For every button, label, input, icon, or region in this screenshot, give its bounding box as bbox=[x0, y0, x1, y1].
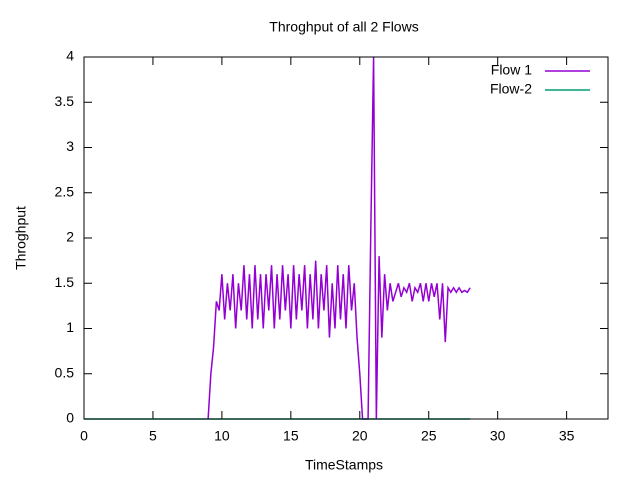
y-tick-label: 3.5 bbox=[55, 93, 75, 109]
y-axis-label: Throghput bbox=[13, 206, 29, 270]
x-axis-label: TimeStamps bbox=[305, 457, 383, 473]
x-tick-label: 15 bbox=[283, 428, 299, 444]
plot-frame bbox=[83, 56, 609, 420]
legend-label: Flow-2 bbox=[490, 81, 532, 97]
x-tick-label: 25 bbox=[421, 428, 437, 444]
y-tick-label: 2.5 bbox=[55, 183, 75, 199]
y-tick-label: 0.5 bbox=[55, 364, 75, 380]
x-tick-label: 10 bbox=[214, 428, 230, 444]
x-tick-label: 20 bbox=[352, 428, 368, 444]
data-line bbox=[207, 56, 471, 420]
x-tick-label: 5 bbox=[149, 428, 157, 444]
y-tick-label: 1.5 bbox=[55, 274, 75, 290]
y-tick-label: 2 bbox=[66, 229, 74, 245]
x-tick-label: 35 bbox=[559, 428, 575, 444]
x-tick-label: 30 bbox=[490, 428, 506, 444]
y-tick-label: 4 bbox=[66, 48, 74, 64]
x-tick-label: 0 bbox=[80, 428, 88, 444]
chart-title: Throghput of all 2 Flows bbox=[269, 19, 418, 35]
y-tick-label: 0 bbox=[66, 410, 74, 426]
legend-label: Flow 1 bbox=[491, 62, 532, 78]
y-tick-label: 1 bbox=[66, 319, 74, 335]
y-tick-label: 3 bbox=[66, 138, 74, 154]
